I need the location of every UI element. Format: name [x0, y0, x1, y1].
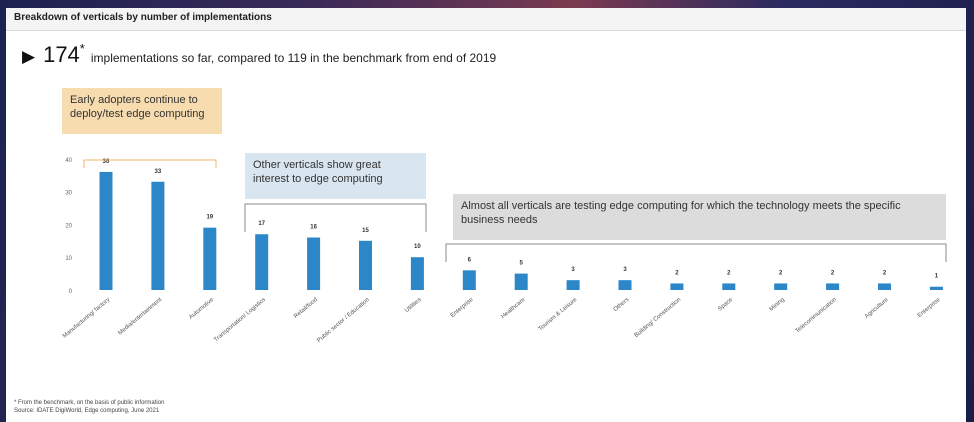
- category-label: Healthcare: [500, 297, 527, 321]
- category-label: Agriculture: [864, 297, 890, 320]
- bar: [307, 237, 321, 290]
- footnote-line-2: Source: IDATE DigiWorld, Edge computing,…: [14, 408, 160, 414]
- bar: [722, 283, 736, 290]
- bracket-other: [244, 203, 427, 232]
- bar: [359, 240, 372, 290]
- footnote: * From the benchmark, on the basis of pu…: [14, 399, 164, 415]
- y-tick-label: 0: [69, 289, 73, 295]
- bar: [929, 286, 943, 290]
- category-label: Utilities: [404, 297, 423, 314]
- data-label: 1: [935, 274, 939, 280]
- data-label: 2: [779, 270, 783, 276]
- bar: [670, 283, 684, 290]
- triangle-icon: ▶: [22, 47, 36, 66]
- data-label: 17: [258, 221, 265, 227]
- category-label: Media/entertainment: [117, 297, 163, 337]
- category-label: Space: [717, 297, 734, 313]
- data-label: 5: [520, 261, 524, 267]
- headline-text: implementations so far, compared to 119 …: [90, 51, 497, 65]
- callout-other-verticals: Other verticals show great interest to e…: [245, 153, 426, 199]
- y-tick-label: 10: [65, 256, 72, 262]
- data-label: 2: [727, 270, 731, 276]
- category-label: Enterprise: [917, 297, 942, 320]
- data-label: 2: [675, 270, 679, 276]
- data-label: 6: [468, 257, 472, 263]
- category-label: Building/ Construction: [634, 297, 683, 339]
- category-label: Automotive: [188, 297, 215, 321]
- bar: [618, 280, 632, 290]
- data-label: 33: [155, 169, 162, 175]
- bracket-almost: [445, 243, 947, 262]
- slide-header: Breakdown of verticals by number of impl…: [6, 8, 966, 31]
- headline-count: 174: [43, 42, 80, 67]
- callout-almost-all: Almost all verticals are testing edge co…: [453, 194, 946, 240]
- category-label: Manufacturing/ factory: [62, 297, 111, 340]
- y-tick-label: 30: [65, 191, 72, 197]
- category-label: Public sector / Education: [316, 297, 370, 344]
- data-label: 3: [571, 267, 575, 273]
- data-label: 2: [883, 270, 887, 276]
- data-label: 2: [831, 270, 835, 276]
- data-label: 16: [310, 225, 317, 231]
- category-label: Tourism & Leisure: [538, 297, 579, 333]
- callout-early-adopters: Early adopters continue to deploy/test e…: [62, 88, 222, 134]
- y-tick-label: 20: [65, 223, 72, 229]
- bar: [774, 283, 788, 290]
- bracket-early: [83, 159, 217, 168]
- bar: [566, 280, 580, 290]
- category-label: Telecommunication: [795, 297, 838, 335]
- category-label: Mining: [769, 297, 786, 313]
- bar: [462, 270, 476, 290]
- headline: ▶ 174 * implementations so far, compared…: [22, 41, 497, 72]
- footnote-line-1: * From the benchmark, on the basis of pu…: [14, 400, 165, 406]
- category-label: Transportation/ Logistics: [213, 297, 267, 343]
- y-tick-label: 40: [65, 158, 72, 164]
- bar: [878, 283, 891, 290]
- bar: [151, 181, 165, 290]
- bar: [99, 171, 113, 290]
- headline-star: *: [79, 41, 85, 56]
- bar: [255, 234, 269, 290]
- bar: [203, 227, 217, 290]
- bar: [410, 257, 424, 290]
- data-label: 36: [103, 159, 110, 165]
- data-label: 15: [362, 228, 369, 234]
- data-label: 3: [623, 267, 627, 273]
- slide: Breakdown of verticals by number of impl…: [6, 8, 966, 422]
- slide-title: Breakdown of verticals by number of impl…: [14, 12, 272, 23]
- category-label: Others: [613, 297, 631, 313]
- category-label: Enterprise: [450, 297, 475, 320]
- bar: [514, 273, 528, 290]
- bar: [826, 283, 840, 290]
- data-label: 19: [206, 215, 213, 221]
- data-label: 10: [414, 244, 421, 250]
- category-label: Retail/food: [293, 297, 319, 320]
